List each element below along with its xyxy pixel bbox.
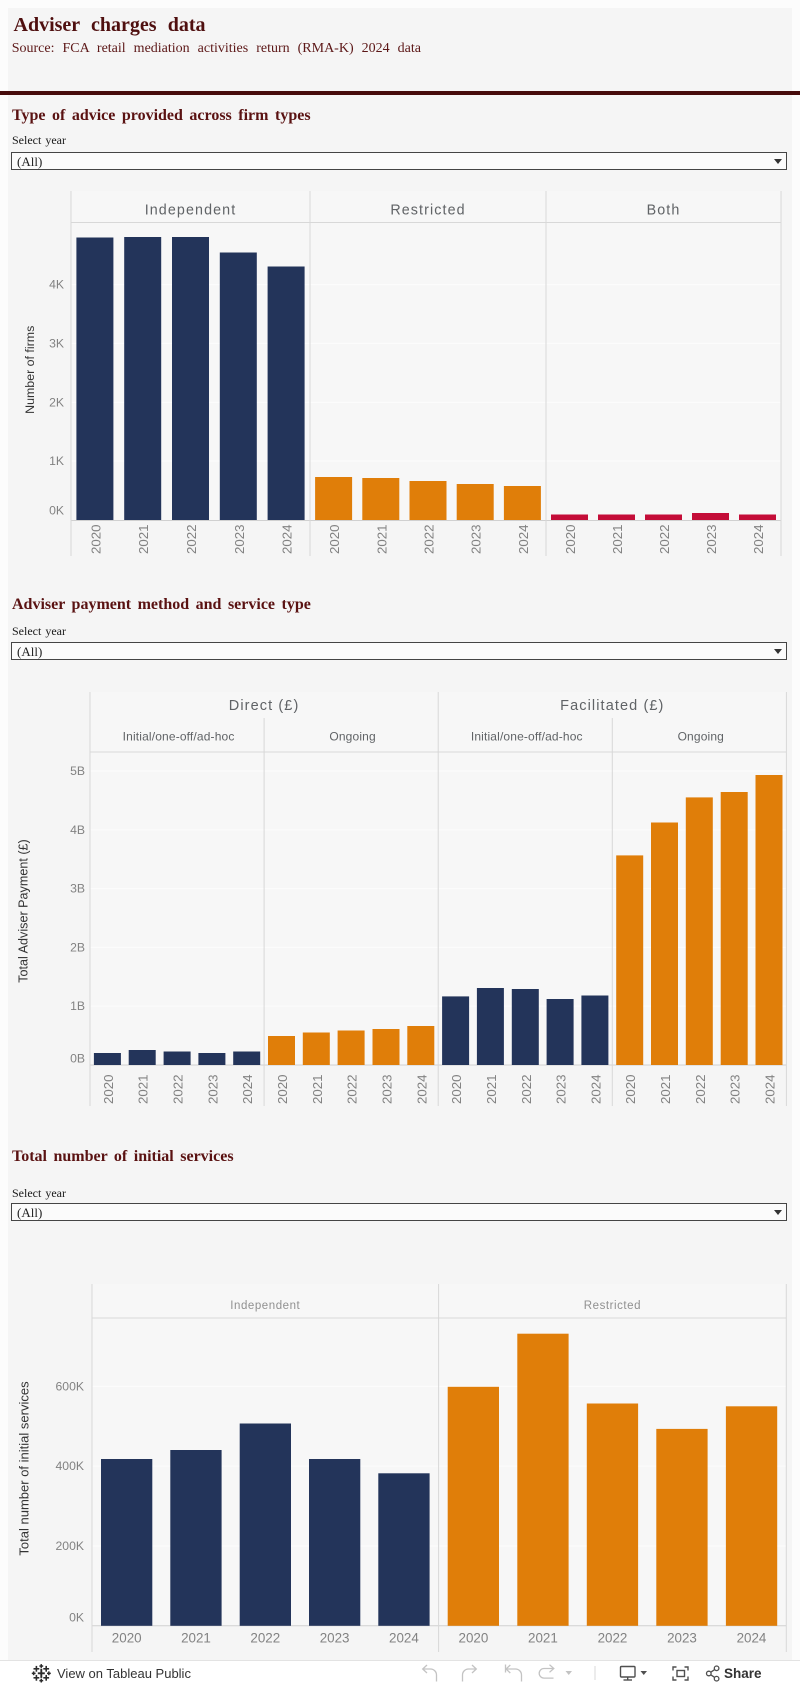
svg-text:2020: 2020 bbox=[101, 1074, 116, 1104]
svg-text:2022: 2022 bbox=[171, 1074, 186, 1104]
svg-text:3B: 3B bbox=[70, 882, 85, 896]
svg-text:2020: 2020 bbox=[563, 524, 578, 554]
svg-text:2021: 2021 bbox=[528, 1630, 558, 1645]
svg-text:2021: 2021 bbox=[610, 524, 625, 554]
svg-text:Initial/one-off/ad-hoc: Initial/one-off/ad-hoc bbox=[471, 730, 583, 744]
svg-text:2023: 2023 bbox=[205, 1074, 220, 1104]
svg-text:Total Adviser Payment (£): Total Adviser Payment (£) bbox=[17, 839, 31, 983]
svg-text:600K: 600K bbox=[56, 1379, 84, 1393]
svg-text:Ongoing: Ongoing bbox=[678, 730, 724, 744]
svg-text:2024: 2024 bbox=[516, 524, 531, 554]
svg-text:2020: 2020 bbox=[88, 524, 103, 554]
svg-text:2022: 2022 bbox=[184, 524, 199, 554]
svg-text:2021: 2021 bbox=[484, 1074, 499, 1104]
svg-text:2020: 2020 bbox=[623, 1074, 638, 1104]
svg-text:Restricted: Restricted bbox=[390, 203, 465, 219]
svg-text:4K: 4K bbox=[49, 278, 64, 292]
svg-text:2021: 2021 bbox=[374, 524, 389, 554]
svg-text:2024: 2024 bbox=[240, 1074, 255, 1104]
svg-text:2021: 2021 bbox=[181, 1630, 211, 1645]
svg-text:Total number of initial servic: Total number of initial services bbox=[17, 1381, 32, 1556]
svg-text:2021: 2021 bbox=[136, 524, 151, 554]
svg-text:3K: 3K bbox=[49, 337, 64, 351]
svg-text:2023: 2023 bbox=[380, 1074, 395, 1104]
svg-text:2023: 2023 bbox=[667, 1630, 697, 1645]
svg-text:2024: 2024 bbox=[389, 1630, 419, 1645]
svg-text:Initial/one-off/ad-hoc: Initial/one-off/ad-hoc bbox=[123, 730, 235, 744]
svg-text:2024: 2024 bbox=[737, 1630, 767, 1645]
svg-text:1B: 1B bbox=[70, 999, 85, 1013]
svg-text:Independent: Independent bbox=[145, 203, 237, 219]
svg-text:0B: 0B bbox=[70, 1052, 85, 1066]
svg-text:Number of firms: Number of firms bbox=[23, 326, 37, 414]
svg-text:1K: 1K bbox=[49, 454, 64, 468]
svg-text:2022: 2022 bbox=[693, 1074, 708, 1104]
svg-text:2022: 2022 bbox=[345, 1074, 360, 1104]
svg-text:Both: Both bbox=[647, 203, 681, 219]
svg-text:2024: 2024 bbox=[588, 1074, 603, 1104]
svg-text:0K: 0K bbox=[69, 1611, 84, 1625]
svg-text:2022: 2022 bbox=[250, 1630, 280, 1645]
svg-text:Direct (£): Direct (£) bbox=[229, 698, 300, 714]
svg-text:2024: 2024 bbox=[414, 1074, 429, 1104]
svg-text:2024: 2024 bbox=[280, 524, 295, 554]
svg-text:2024: 2024 bbox=[751, 524, 766, 554]
svg-text:2022: 2022 bbox=[598, 1630, 628, 1645]
svg-text:2021: 2021 bbox=[310, 1074, 325, 1104]
svg-text:2020: 2020 bbox=[449, 1074, 464, 1104]
svg-text:4B: 4B bbox=[70, 823, 85, 837]
svg-text:2020: 2020 bbox=[327, 524, 342, 554]
svg-text:2022: 2022 bbox=[422, 524, 437, 554]
svg-text:Share: Share bbox=[724, 1666, 762, 1681]
svg-text:2023: 2023 bbox=[554, 1074, 569, 1104]
svg-text:2023: 2023 bbox=[728, 1074, 743, 1104]
svg-text:2022: 2022 bbox=[519, 1074, 534, 1104]
svg-text:200K: 200K bbox=[56, 1539, 84, 1553]
svg-text:View on Tableau Public: View on Tableau Public bbox=[57, 1666, 191, 1681]
svg-text:Independent: Independent bbox=[230, 1300, 300, 1312]
svg-text:2021: 2021 bbox=[658, 1074, 673, 1104]
svg-text:2022: 2022 bbox=[657, 524, 672, 554]
svg-text:2023: 2023 bbox=[704, 524, 719, 554]
svg-text:2020: 2020 bbox=[112, 1630, 142, 1645]
svg-text:2023: 2023 bbox=[320, 1630, 350, 1645]
svg-text:5B: 5B bbox=[70, 764, 85, 778]
svg-text:2023: 2023 bbox=[469, 524, 484, 554]
svg-text:2K: 2K bbox=[49, 395, 64, 409]
svg-text:2B: 2B bbox=[70, 940, 85, 954]
svg-text:Facilitated (£): Facilitated (£) bbox=[560, 698, 664, 714]
svg-text:2024: 2024 bbox=[763, 1074, 778, 1104]
svg-text:Restricted: Restricted bbox=[584, 1300, 641, 1312]
svg-text:400K: 400K bbox=[56, 1459, 84, 1473]
svg-text:2023: 2023 bbox=[232, 524, 247, 554]
svg-text:0K: 0K bbox=[49, 504, 64, 518]
svg-text:2020: 2020 bbox=[275, 1074, 290, 1104]
svg-text:2021: 2021 bbox=[136, 1074, 151, 1104]
svg-text:2020: 2020 bbox=[459, 1630, 489, 1645]
svg-text:Ongoing: Ongoing bbox=[329, 730, 375, 744]
